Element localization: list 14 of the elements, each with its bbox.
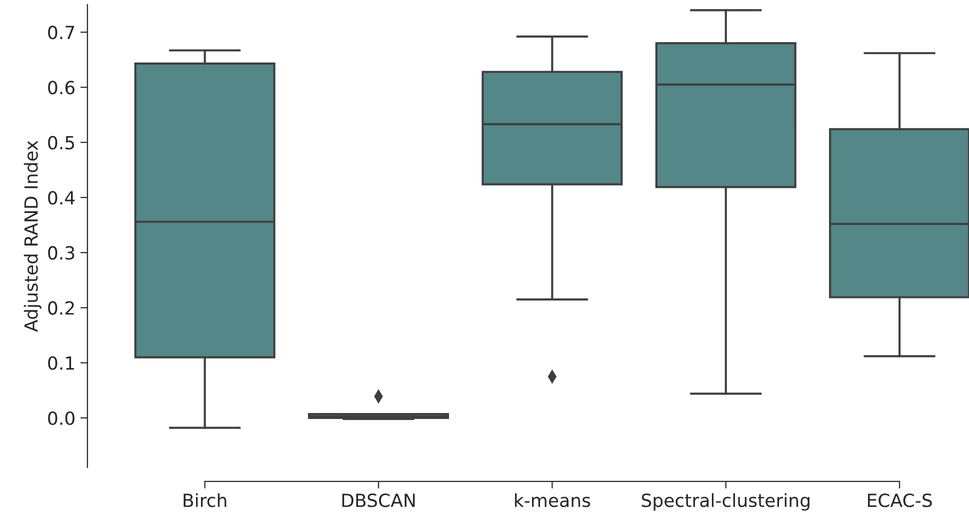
y-tick-label: 0.5: [48, 136, 74, 150]
x-tick-label: Spectral-clustering: [642, 493, 810, 511]
y-tick-label: 0.7: [48, 26, 74, 40]
y-tick-label: 0.1: [48, 356, 74, 370]
y-tick-label: 0.4: [48, 190, 75, 205]
y-tick-label: 0.2: [48, 301, 74, 315]
y-axis-title: Adjusted RAND Index: [24, 140, 42, 332]
y-tick-label: 0.3: [48, 246, 74, 260]
y-tick-label: 0.0: [48, 411, 74, 426]
y-tick-label: 0.6: [48, 80, 75, 94]
x-tick-label: Birch: [184, 493, 226, 508]
x-tick-label: DBSCAN: [342, 494, 415, 508]
x-tick-label: k-means: [515, 493, 590, 508]
x-tick-label: ECAC-S: [868, 494, 932, 508]
